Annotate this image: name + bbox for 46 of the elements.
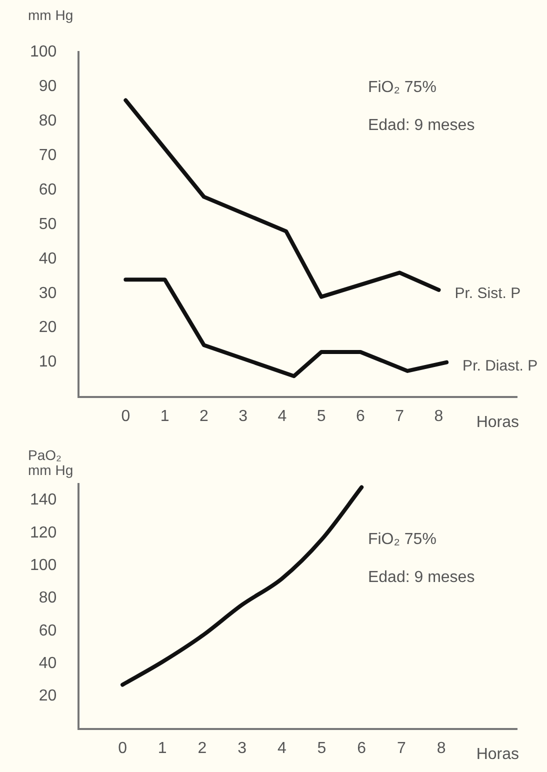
x-tick-label: 6 <box>356 408 366 425</box>
y-tick-label: 90 <box>38 78 57 95</box>
y-axis-title: PaO₂ mm Hg <box>28 447 74 478</box>
y-tick-label: 120 <box>30 524 57 542</box>
x-tick-label: 6 <box>357 740 366 757</box>
x-tick-label: 5 <box>317 740 326 757</box>
y-tick-label: 80 <box>38 590 57 607</box>
x-tick-label: 7 <box>395 408 404 425</box>
x-tick-label: 2 <box>199 408 208 425</box>
y-tick-label: 70 <box>38 146 57 164</box>
annotation: Edad: 9 meses <box>368 117 475 134</box>
y-tick-label: 100 <box>30 43 57 60</box>
x-tick-label: 3 <box>238 740 247 757</box>
x-tick-label: 5 <box>316 408 326 425</box>
y-tick-label: 10 <box>38 354 57 371</box>
x-tick-label: 1 <box>158 740 167 757</box>
line-series <box>120 485 364 687</box>
x-tick-label: 4 <box>278 408 287 425</box>
annotation: FiO₂ 75% <box>368 531 436 548</box>
x-axis-title: Horas <box>476 746 519 763</box>
y-tick-label: 20 <box>38 319 57 336</box>
series-label: Pr. Diast. P <box>462 357 538 374</box>
y-tick-label: 60 <box>38 181 57 198</box>
x-tick-label: 7 <box>396 740 406 757</box>
y-tick-label: 100 <box>30 557 57 574</box>
y-tick-label: 140 <box>30 492 57 509</box>
y-tick-label: 20 <box>38 688 57 705</box>
y-axis-title: mm Hg <box>28 7 74 23</box>
y-tick-label: 40 <box>38 654 57 672</box>
series-label: Pr. Sist. P <box>454 285 521 302</box>
annotation: Edad: 9 meses <box>368 569 475 586</box>
annotation: FiO₂ 75% <box>368 79 436 96</box>
x-axis-title: Horas <box>476 414 519 431</box>
x-tick-label: 8 <box>436 740 446 757</box>
y-tick-label: 30 <box>38 284 57 302</box>
x-tick-label: 8 <box>434 408 444 425</box>
x-tick-label: 0 <box>121 408 130 425</box>
y-tick-label: 80 <box>38 112 57 130</box>
y-tick-label: 50 <box>38 216 57 233</box>
y-tick-label: 40 <box>38 250 57 268</box>
x-tick-label: 2 <box>198 740 207 757</box>
x-tick-label: 0 <box>118 740 128 757</box>
y-tick-label: 60 <box>38 622 57 640</box>
x-tick-label: 3 <box>238 408 248 425</box>
x-tick-label: 4 <box>277 740 286 757</box>
x-tick-label: 1 <box>160 408 170 425</box>
